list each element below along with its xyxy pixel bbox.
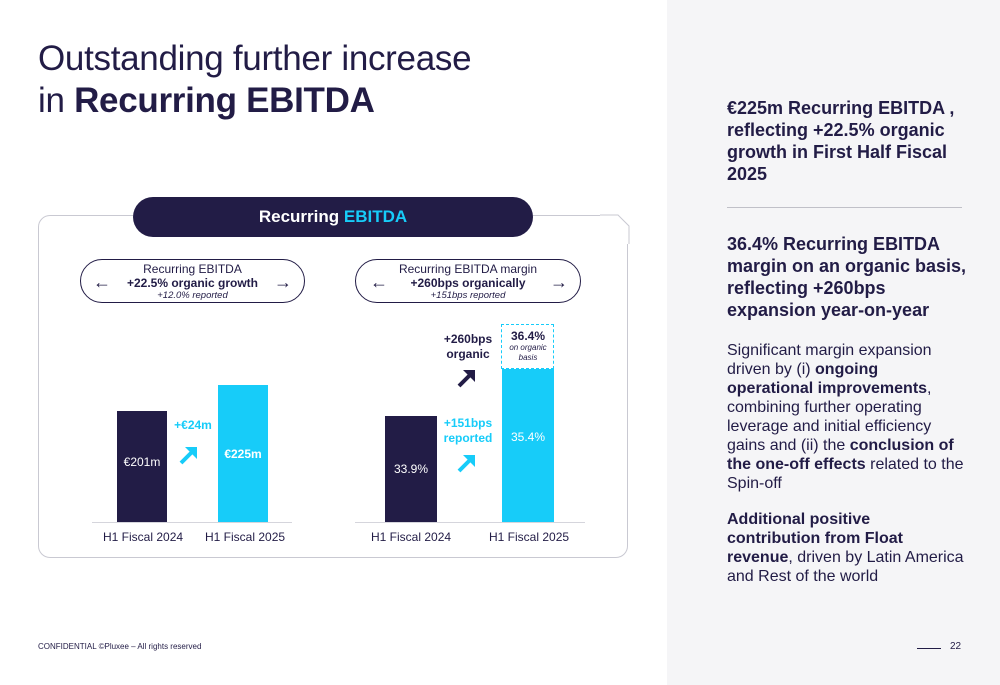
bar-value-label: 33.9% bbox=[393, 462, 429, 476]
organic-delta-label: +260bps organic bbox=[437, 332, 499, 362]
x-axis-line bbox=[355, 522, 585, 523]
arrow-left-icon: ← bbox=[370, 272, 388, 292]
p3-b: ongoing operational improvements bbox=[727, 361, 928, 397]
confidential-footer: CONFIDENTIAL ©Pluxee – All rights reserv… bbox=[38, 642, 202, 651]
p4-b: , driven by Latin America and Rest of th… bbox=[727, 549, 964, 585]
delta-label: +€24m bbox=[174, 418, 212, 432]
pill-highlight: EBITDA bbox=[343, 207, 408, 226]
margin-box-line-3: +151bps reported bbox=[430, 290, 506, 301]
summary-point-4: Additional positive contribution from Fl… bbox=[727, 510, 967, 586]
bar-h1-fiscal-2025 bbox=[218, 385, 268, 522]
x-tick-label: H1 Fiscal 2025 bbox=[489, 530, 570, 544]
p4-a: Additional positive contribution from Fl… bbox=[727, 511, 903, 566]
arrow-right-icon: → bbox=[274, 272, 292, 292]
title-prefix: in bbox=[38, 81, 75, 120]
bar-h1-fiscal-2024 bbox=[117, 411, 167, 522]
growth-box-line-1: Recurring EBITDA bbox=[143, 262, 242, 276]
p3-c: , combining further operating leverage a… bbox=[727, 380, 932, 454]
card-corner-notch bbox=[600, 214, 630, 244]
bar-value-label: €225m bbox=[224, 447, 262, 461]
bar-h1-fiscal-2024 bbox=[385, 416, 437, 522]
x-axis-line bbox=[92, 522, 292, 523]
arrow-up-right-icon bbox=[457, 370, 475, 388]
organic-value: 36.4% bbox=[510, 329, 546, 343]
organic-margin-label: 36.4% on organic basis bbox=[502, 329, 554, 363]
organic-note-1: on organic bbox=[509, 343, 547, 352]
left-bar-chart: €201m €225m +€24m H1 Fiscal 2024 H1 Fisc… bbox=[92, 385, 292, 544]
reported-delta-2: reported bbox=[443, 431, 493, 445]
pill-label: Recurring bbox=[258, 207, 344, 226]
margin-box-line-2: +260bps organically bbox=[410, 276, 526, 290]
p3-e: related to the Spin-off bbox=[727, 456, 964, 492]
page-number: 22 bbox=[950, 641, 962, 652]
growth-summary-box: ← Recurring EBITDA +22.5% organic growth… bbox=[80, 259, 305, 303]
margin-box-line-1: Recurring EBITDA margin bbox=[398, 262, 538, 276]
x-tick-label: H1 Fiscal 2025 bbox=[205, 530, 286, 544]
summary-point-2: 36.4% Recurring EBITDA margin on an orga… bbox=[727, 234, 967, 320]
x-tick-label: H1 Fiscal 2024 bbox=[371, 530, 452, 544]
arrow-right-icon: → bbox=[550, 272, 568, 292]
x-tick-label: H1 Fiscal 2024 bbox=[103, 530, 184, 544]
p3-d: conclusion of the one-off effects bbox=[727, 437, 954, 473]
reported-delta-label: +151bps reported bbox=[437, 416, 499, 446]
title-line-2: in Recurring EBITDA bbox=[38, 80, 471, 122]
right-bar-chart: 33.9% 35.4% 36.4% on organic basis +260b… bbox=[355, 324, 585, 544]
organic-delta-1: +260bps bbox=[443, 332, 493, 346]
organic-delta-2: organic bbox=[446, 347, 490, 361]
right-panel bbox=[667, 0, 1000, 685]
arrow-up-right-icon bbox=[179, 447, 197, 465]
margin-summary-box: ← Recurring EBITDA margin +260bps organi… bbox=[355, 259, 581, 303]
arrow-left-icon: ← bbox=[93, 272, 111, 292]
growth-box-line-3: +12.0% reported bbox=[157, 290, 228, 301]
bar-value-label: 35.4% bbox=[510, 430, 546, 444]
title-bold: Recurring EBITDA bbox=[74, 81, 375, 120]
arrow-up-right-icon bbox=[457, 455, 475, 473]
bar-h1-fiscal-2025 bbox=[502, 369, 554, 522]
page-title: Outstanding further increase in Recurrin… bbox=[38, 38, 472, 122]
summary-point-3: Significant margin expansion driven by (… bbox=[727, 341, 967, 493]
title-line-1: Outstanding further increase bbox=[38, 39, 472, 78]
reported-delta-1: +151bps bbox=[443, 416, 493, 430]
p3-a: Significant margin expansion driven by (… bbox=[727, 342, 932, 378]
summary-point-1: €225m Recurring EBITDA , reflecting +22.… bbox=[727, 98, 955, 184]
page-number-rule bbox=[917, 648, 941, 649]
section-pill: Recurring EBITDA bbox=[133, 197, 533, 237]
growth-box-line-2: +22.5% organic growth bbox=[126, 276, 259, 290]
bar-value-label: €201m bbox=[123, 455, 161, 469]
organic-margin-outline bbox=[501, 324, 554, 369]
panel-divider bbox=[727, 207, 962, 208]
organic-note-2: basis bbox=[518, 353, 538, 362]
